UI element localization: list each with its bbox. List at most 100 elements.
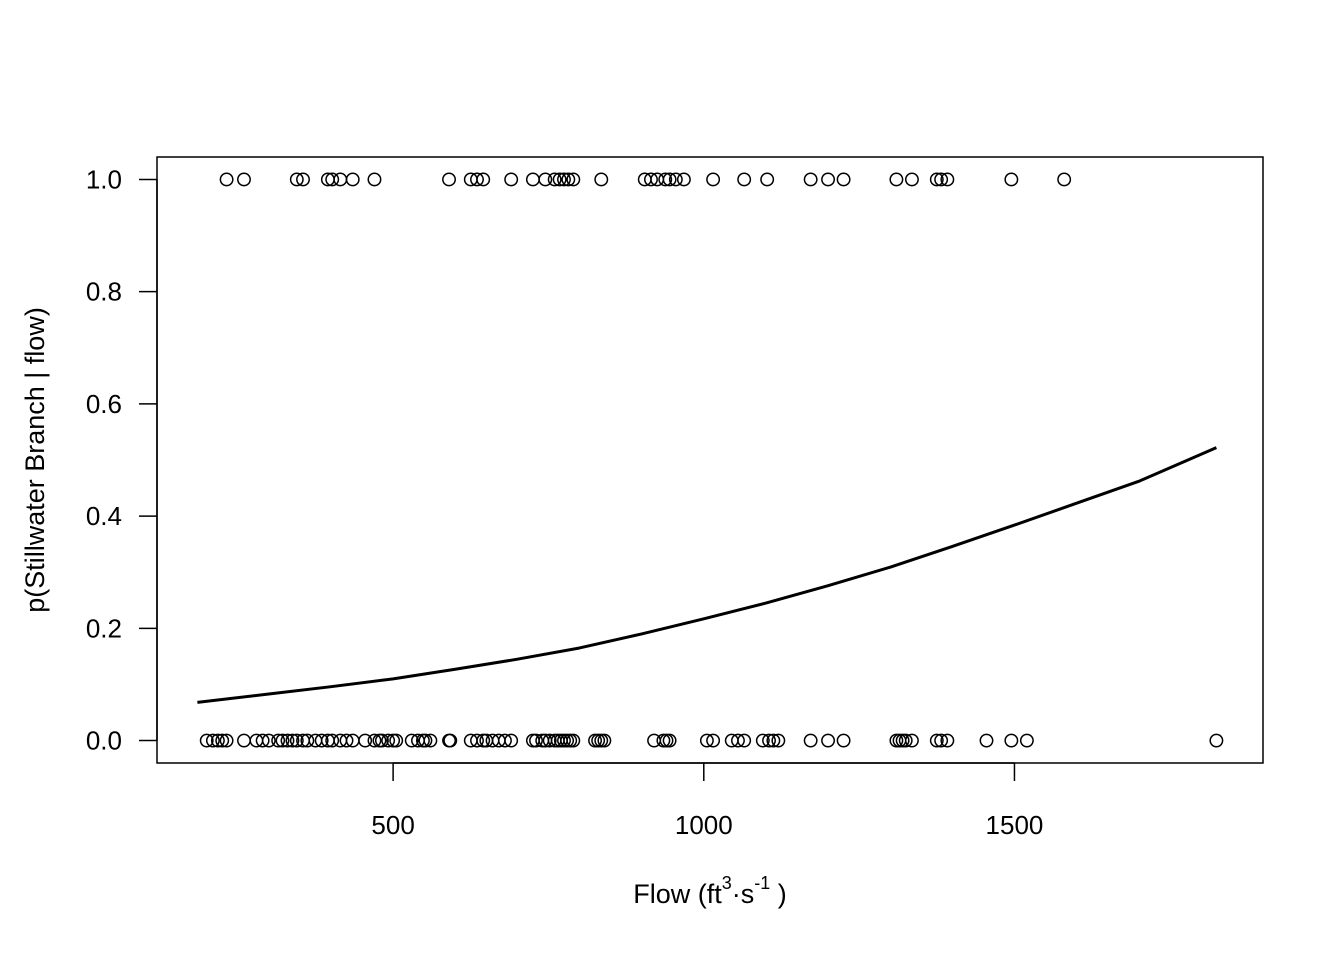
- data-point: [889, 172, 904, 187]
- y-tick-label: 0.0: [86, 726, 122, 756]
- data-point: [706, 733, 721, 748]
- data-point: [979, 733, 994, 748]
- data-point: [339, 733, 354, 748]
- data-point: [418, 733, 433, 748]
- data-point: [662, 733, 677, 748]
- data-point: [476, 172, 491, 187]
- data-point: [271, 733, 286, 748]
- data-point: [929, 172, 944, 187]
- y-axis: 0.0 0.2 0.4 0.6 0.8 1.0: [86, 164, 158, 756]
- data-point: [345, 172, 360, 187]
- data-point: [699, 733, 714, 748]
- data-point: [658, 172, 673, 187]
- data-point: [296, 172, 310, 187]
- data-point: [215, 733, 230, 748]
- data-point: [821, 172, 836, 187]
- data-point: [940, 172, 955, 187]
- data-point: [374, 733, 389, 748]
- y-axis-title: p(Stillwater Branch | flow): [20, 307, 50, 613]
- data-point: [676, 172, 691, 187]
- y-tick-label: 0.2: [86, 613, 122, 643]
- data-point: [538, 172, 553, 187]
- data-point: [300, 733, 315, 748]
- data-point: [423, 733, 438, 748]
- x-tick-label: 500: [371, 810, 414, 840]
- data-point: [210, 733, 225, 748]
- y-tick-label: 1.0: [86, 164, 122, 194]
- data-point: [389, 733, 404, 748]
- data-point: [836, 733, 851, 748]
- data-point: [442, 172, 456, 187]
- x-axis: 500 1000 1500: [371, 762, 1043, 840]
- data-point: [443, 733, 458, 748]
- data-point: [1209, 733, 1224, 748]
- data-point: [803, 733, 818, 748]
- data-point: [1004, 172, 1019, 187]
- data-point: [470, 172, 484, 187]
- data-point: [934, 733, 949, 748]
- data-point: [766, 733, 781, 748]
- data-point: [547, 172, 562, 187]
- data-point: [821, 733, 836, 748]
- data-point: [836, 172, 851, 187]
- data-point: [219, 172, 234, 187]
- data-point: [367, 172, 382, 187]
- data-point: [504, 172, 519, 187]
- data-point: [275, 733, 290, 748]
- data-point: [566, 172, 581, 187]
- data-point: [771, 733, 786, 748]
- y-tick-label: 0.6: [86, 389, 122, 419]
- data-point: [261, 733, 276, 748]
- data-point: [325, 733, 340, 748]
- data-points: [199, 172, 1224, 748]
- data-point: [1057, 172, 1072, 187]
- data-point: [731, 733, 745, 748]
- data-point: [644, 172, 658, 187]
- data-point: [219, 733, 234, 748]
- data-point: [542, 733, 557, 748]
- data-point: [904, 733, 919, 748]
- data-point: [1019, 733, 1034, 748]
- data-point: [498, 733, 512, 748]
- y-tick-label: 0.8: [86, 277, 122, 307]
- data-point: [552, 172, 567, 187]
- data-point: [237, 172, 251, 187]
- data-point: [898, 733, 913, 748]
- fit-line-group: [197, 446, 1217, 704]
- data-point: [367, 733, 382, 748]
- data-point: [205, 733, 220, 748]
- x-axis-title: Flow (ft3·s-1 ): [633, 873, 787, 909]
- data-point: [737, 172, 752, 187]
- data-point: [706, 172, 721, 187]
- data-point: [904, 172, 919, 187]
- data-point: [557, 172, 571, 187]
- data-point: [325, 172, 340, 187]
- data-point: [280, 733, 295, 748]
- data-point: [404, 733, 419, 748]
- y-tick-label: 0.4: [86, 501, 122, 531]
- data-point: [940, 733, 955, 748]
- data-point: [381, 733, 396, 748]
- data-point: [255, 733, 270, 748]
- data-point: [285, 733, 300, 748]
- data-point: [760, 172, 775, 187]
- x-tick-label: 1000: [675, 810, 733, 840]
- data-point: [803, 172, 818, 187]
- data-point: [755, 733, 770, 748]
- data-point: [504, 733, 519, 748]
- data-point: [737, 733, 752, 748]
- data-point: [289, 172, 304, 187]
- fit-line: [197, 446, 1217, 704]
- data-point: [566, 733, 581, 748]
- data-point: [668, 172, 683, 187]
- data-point: [929, 733, 944, 748]
- data-point: [529, 733, 543, 748]
- data-point: [199, 733, 214, 748]
- data-point: [289, 733, 304, 748]
- data-point: [314, 733, 329, 748]
- data-point: [597, 733, 612, 748]
- data-point: [1004, 733, 1019, 748]
- data-point: [662, 172, 677, 187]
